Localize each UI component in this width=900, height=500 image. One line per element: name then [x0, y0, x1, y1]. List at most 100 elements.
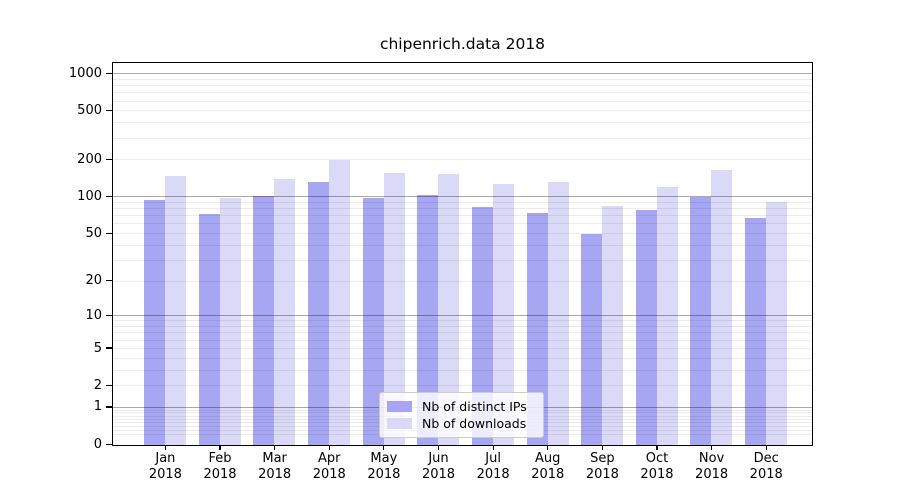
y-tick-mark	[105, 314, 112, 317]
bar-distinct-ips-sep	[581, 234, 603, 445]
x-tick-label: Jul 2018	[463, 451, 523, 484]
bar-distinct-ips-mar	[253, 195, 275, 445]
bar-downloads-aug	[547, 181, 569, 445]
x-tick-label: Sep 2018	[572, 451, 632, 484]
x-tick-mark	[547, 445, 549, 450]
y-tick-label: 1000	[68, 65, 102, 81]
x-tick-month: Nov	[698, 450, 725, 466]
x-tick-year: 2018	[695, 467, 729, 482]
x-tick-label: Aug 2018	[518, 451, 578, 484]
bar-downloads-may	[383, 173, 405, 445]
x-tick-month: Mar	[262, 450, 287, 466]
y-tick-mark	[105, 195, 112, 198]
bar-downloads-jul	[492, 184, 514, 445]
y-tick-label: 50	[85, 225, 102, 241]
x-tick-month: Dec	[753, 450, 779, 466]
y-tick-label: 100	[77, 188, 102, 204]
chart-title: chipenrich.data 2018	[379, 35, 546, 53]
gridline-minor	[113, 339, 812, 341]
x-tick-mark	[601, 445, 603, 450]
y-tick-label: 0	[93, 436, 102, 452]
gridline-minor	[113, 85, 812, 87]
x-tick-year: 2018	[148, 467, 182, 482]
bar-distinct-ips-aug	[526, 212, 548, 445]
gridline-minor	[113, 244, 812, 246]
x-tick-year: 2018	[258, 467, 292, 482]
x-tick-month: Jun	[428, 450, 449, 466]
legend-swatch-downloads	[387, 418, 412, 429]
x-tick-label: Jun 2018	[409, 451, 469, 484]
x-tick-month: Feb	[208, 450, 232, 466]
bar-downloads-jun	[438, 173, 460, 445]
gridline-minor	[113, 385, 812, 387]
gridline-minor	[113, 357, 812, 359]
gridline-minor	[113, 215, 812, 217]
x-tick-mark	[328, 445, 330, 450]
y-tick-mark	[105, 443, 112, 445]
y-tick-label: 5	[93, 340, 102, 356]
x-tick-mark	[711, 445, 713, 450]
bar-downloads-jan	[165, 176, 187, 445]
x-tick-year: 2018	[421, 467, 456, 482]
gridline-minor	[113, 137, 812, 139]
gridline-minor	[113, 232, 812, 234]
bar-distinct-ips-apr	[308, 182, 330, 445]
x-tick-mark	[383, 445, 385, 450]
y-tick-mark	[105, 384, 112, 386]
legend: Nb of distinct IPs Nb of downloads	[379, 392, 544, 438]
y-tick-label: 20	[85, 273, 102, 289]
gridline-minor	[113, 110, 812, 112]
x-tick-month: Jan	[155, 450, 176, 466]
bar-downloads-apr	[329, 160, 351, 445]
gridline-minor	[113, 320, 812, 322]
legend-label-downloads: Nb of downloads	[422, 416, 527, 431]
y-tick-label: 10	[85, 307, 102, 323]
x-tick-year: 2018	[367, 467, 401, 482]
gridline-minor	[113, 201, 812, 203]
bar-distinct-ips-feb	[198, 213, 220, 445]
gridline-minor	[113, 122, 812, 124]
x-tick-year: 2018	[312, 467, 346, 482]
y-tick-mark	[105, 72, 112, 74]
gridline-minor	[113, 92, 812, 94]
bar-distinct-ips-dec	[745, 218, 767, 445]
x-tick-year: 2018	[203, 467, 237, 482]
gridline-minor	[113, 259, 812, 261]
x-tick-mark	[656, 445, 658, 450]
legend-item-distinct-ips: Nb of distinct IPs	[387, 398, 543, 415]
x-tick-mark	[274, 445, 276, 450]
x-tick-label: Oct 2018	[627, 451, 687, 484]
legend-label-distinct-ips: Nb of distinct IPs	[422, 399, 527, 414]
x-tick-year: 2018	[531, 467, 565, 482]
plot-area: Nb of distinct IPs Nb of downloads	[112, 62, 813, 446]
gridline-minor	[113, 326, 812, 328]
x-tick-label: Jan 2018	[135, 451, 195, 484]
gridline-minor	[113, 347, 812, 349]
gridline-minor	[113, 100, 812, 102]
y-tick-mark	[105, 109, 112, 112]
gridline-minor	[113, 159, 812, 161]
x-tick-label: Dec 2018	[736, 451, 796, 484]
x-tick-month: May	[370, 450, 398, 466]
x-tick-label: Apr 2018	[299, 451, 359, 484]
x-tick-label: Feb 2018	[190, 451, 250, 484]
y-tick-label: 2	[93, 377, 102, 393]
x-tick-month: Oct	[645, 450, 669, 466]
x-tick-mark	[164, 445, 166, 450]
y-tick-label: 200	[77, 152, 102, 168]
gridline-major	[113, 73, 812, 75]
x-tick-mark	[219, 445, 221, 450]
bar-distinct-ips-jan	[144, 200, 166, 445]
y-tick-label: 500	[77, 103, 102, 118]
y-tick-mark	[105, 232, 112, 234]
y-tick-mark	[105, 347, 112, 349]
gridline-major	[113, 196, 812, 198]
x-tick-mark	[437, 445, 440, 450]
x-tick-label: Nov 2018	[682, 451, 742, 484]
grid-layer	[113, 63, 812, 445]
x-tick-year: 2018	[640, 467, 674, 482]
x-tick-month: Apr	[318, 450, 341, 466]
gridline-minor	[113, 369, 812, 371]
x-tick-label: May 2018	[354, 451, 414, 484]
